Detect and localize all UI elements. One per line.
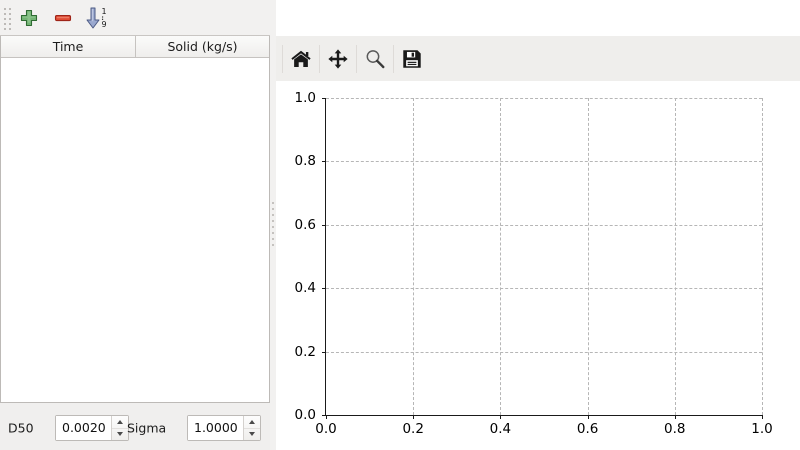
svg-text:1: 1 [102,7,107,16]
data-table[interactable]: Time Solid (kg/s) [0,36,270,403]
d50-label: D50 [8,420,34,436]
y-axis-tick [322,98,326,99]
y-axis-tick [322,161,326,163]
toolbar-separator [393,44,394,73]
y-axis-tick [322,351,326,353]
gridline-vertical [762,98,763,415]
table-toolbar: 1 9 [0,0,270,36]
y-axis-tick-label: 0.2 [294,343,316,360]
gridline-vertical [674,98,676,415]
x-axis-tick [674,415,676,419]
minus-icon [54,15,72,22]
sigma-spinbox[interactable] [187,415,261,441]
column-header-time[interactable]: Time [1,36,136,57]
toolbar-separator [356,44,357,73]
plot-canvas[interactable]: 0.0 0.2 0.4 0.6 0.8 1.0 0.0 0.2 0.4 0.6 0.8 1.0 [276,81,800,450]
sigma-label: Sigma [127,420,167,436]
plot-panel: 0.0 0.2 0.4 0.6 0.8 1.0 0.0 0.2 0.4 0.6 0.8 1.0 [276,0,800,450]
x-axis-tick [326,415,327,419]
x-axis-tick [762,415,763,419]
x-axis-tick-label: 1.0 [751,421,773,437]
toolbar-drag-grip[interactable] [4,8,11,30]
sort-ascending-icon: 1 9 [86,7,107,29]
x-axis-tick [500,415,502,419]
x-axis-tick-label: 0.4 [489,421,512,437]
column-header-solid[interactable]: Solid (kg/s) [167,39,238,54]
d50-input[interactable] [56,416,111,440]
gridline-vertical [587,98,589,415]
x-axis-tick-label: 0.0 [315,421,337,437]
plot-toolbar [276,36,800,81]
y-axis-tick-label: 0.6 [294,216,316,233]
sort-ascending-button[interactable]: 1 9 [82,4,110,32]
splitter-grip [272,202,274,248]
d50-stepper[interactable] [111,416,128,440]
toolbar-separator [282,44,283,73]
x-axis-tick-label: 0.6 [576,421,599,437]
d50-stepper-up[interactable] [112,416,128,429]
parameter-bar: D50 Sigma [0,406,270,450]
panel-splitter[interactable] [270,0,276,450]
home-icon [291,50,311,67]
table-header-row: Time Solid (kg/s) [1,36,269,58]
toolbar-separator [319,44,320,73]
sigma-input[interactable] [188,416,243,440]
y-axis-tick-label: 0.4 [294,280,316,297]
gridline-vertical [500,98,502,415]
plot-axes[interactable]: 0.0 0.2 0.4 0.6 0.8 1.0 0.0 0.2 0.4 0.6 0.8 1.0 [295,90,773,437]
sigma-stepper-down[interactable] [244,429,260,441]
y-axis-tick [322,415,326,416]
y-axis-tick-label: 0.8 [294,153,316,170]
d50-spinbox[interactable] [55,415,129,441]
y-axis-tick [322,224,326,226]
plus-icon [20,9,38,27]
magnifier-icon [366,49,385,68]
save-button[interactable] [396,43,428,75]
svg-text:9: 9 [102,20,107,29]
remove-row-button[interactable] [49,4,77,32]
home-button[interactable] [285,43,317,75]
pan-button[interactable] [322,43,354,75]
move-arrows-icon [328,48,348,69]
y-axis-tick-label: 0.0 [294,407,316,423]
gridline-horizontal [326,224,762,226]
zoom-button[interactable] [359,43,391,75]
x-axis-tick [413,415,415,419]
table-body[interactable] [1,58,269,401]
y-axis-tick-label: 1.0 [294,90,316,106]
left-panel: 1 9 Time Solid (kg/s) D50 [0,0,270,450]
gridline-horizontal [326,98,762,99]
x-axis-tick-label: 0.2 [402,421,424,437]
gridline-horizontal [326,288,762,290]
floppy-disk-icon [403,49,421,68]
gridline-vertical [413,98,415,415]
y-axis-tick [322,288,326,290]
d50-stepper-down[interactable] [112,429,128,441]
x-axis-tick [587,415,589,419]
sigma-stepper[interactable] [243,416,260,440]
gridline-horizontal [326,351,762,353]
sigma-stepper-up[interactable] [244,416,260,429]
gridline-horizontal [326,161,762,163]
add-row-button[interactable] [15,4,43,32]
x-axis-tick-label: 0.8 [664,421,686,437]
